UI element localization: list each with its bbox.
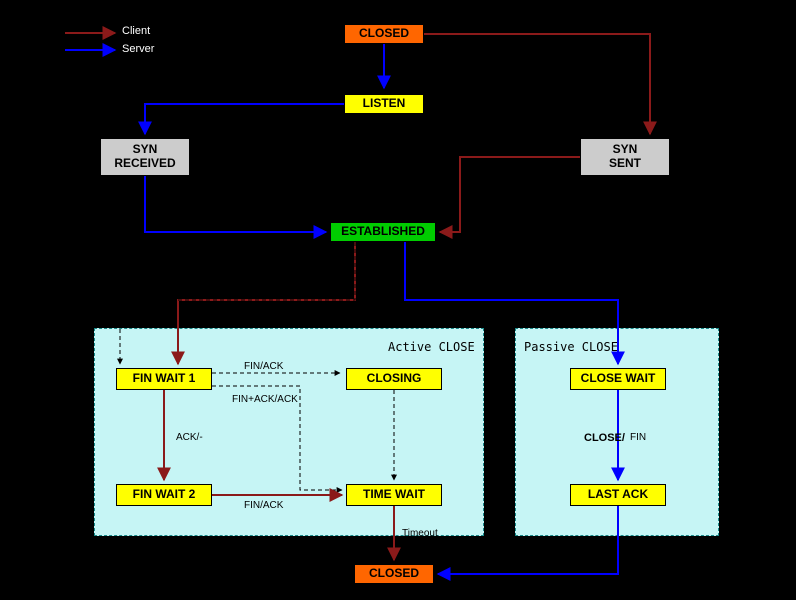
label-close-fin: CLOSE/ [584,432,625,444]
panel-label-active: Active CLOSE [388,340,475,354]
label-fin-ack-ack: FIN+ACK/ACK [232,394,298,405]
label-timeout: Timeout [402,528,438,539]
node-closing: CLOSING [346,368,442,390]
legend-client: Client [122,25,150,37]
diagram-canvas: Active CLOSE Passive CLOSE CLOSED LISTEN… [0,0,796,600]
node-fin-wait-2: FIN WAIT 2 [116,484,212,506]
panel-label-passive: Passive CLOSE [524,340,618,354]
node-time-wait: TIME WAIT [346,484,442,506]
label-ack-dash: ACK/- [176,432,203,443]
node-close-wait: CLOSE WAIT [570,368,666,390]
node-closed-bot: CLOSED [354,564,434,584]
label-close-fin2: FIN [630,432,646,443]
legend-server: Server [122,43,154,55]
node-last-ack: LAST ACK [570,484,666,506]
node-fin-wait-1: FIN WAIT 1 [116,368,212,390]
node-established: ESTABLISHED [330,222,436,242]
node-syn-received: SYN RECEIVED [100,138,190,176]
label-fin-ack-2: FIN/ACK [244,500,283,511]
node-syn-sent: SYN SENT [580,138,670,176]
node-closed-top: CLOSED [344,24,424,44]
node-listen: LISTEN [344,94,424,114]
label-fin-ack-1: FIN/ACK [244,361,283,372]
